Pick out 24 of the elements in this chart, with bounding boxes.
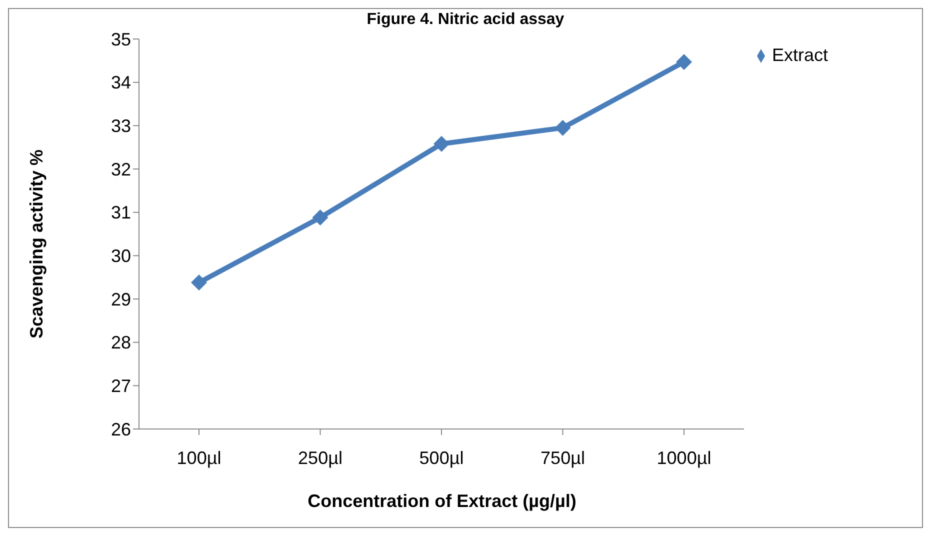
- chart-title: Figure 4. Nitric acid assay: [366, 11, 566, 29]
- y-axis-title: Scavenging activity %: [26, 149, 48, 339]
- x-axis-title: Concentration of Extract (µg/µl): [306, 491, 578, 512]
- x-tick-label: 250µl: [298, 448, 342, 468]
- y-tick-label: 35: [110, 29, 131, 50]
- y-tick-label: 28: [110, 332, 131, 353]
- y-tick-label: 27: [110, 376, 131, 396]
- y-tick-label: 31: [110, 202, 131, 223]
- y-tick-label: 34: [110, 72, 131, 93]
- x-tick-label: 100µl: [176, 448, 222, 468]
- point: [434, 136, 450, 152]
- y-tick-label: 33: [110, 116, 131, 136]
- x-tick-label: 750µl: [540, 448, 585, 468]
- y-tick-label: 29: [110, 289, 131, 310]
- y-tick-label: 32: [110, 159, 131, 180]
- x-tick-label: 500µl: [419, 448, 464, 468]
- y-tick-label: 26: [110, 419, 131, 440]
- x-tick-label: 1000µl: [656, 448, 712, 468]
- y-tick-label: 30: [110, 246, 131, 266]
- legend-label: Extract: [772, 45, 828, 65]
- point: [554, 120, 571, 136]
- point: [312, 210, 328, 226]
- point: [191, 274, 207, 291]
- point: [676, 54, 692, 70]
